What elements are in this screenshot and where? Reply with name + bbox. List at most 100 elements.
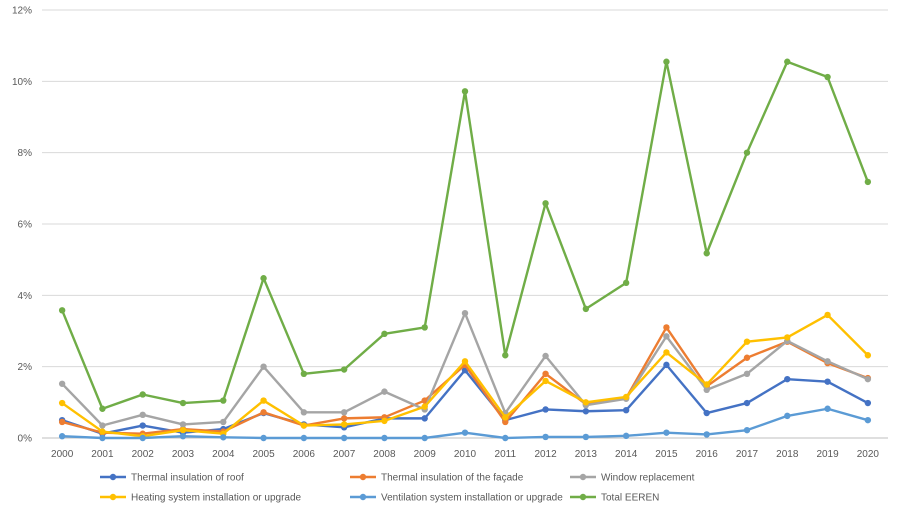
- data-point: [743, 149, 751, 156]
- data-point: [58, 399, 66, 407]
- x-tick-label: 2002: [132, 449, 155, 460]
- data-point: [864, 352, 872, 359]
- legend: Thermal insulation of roof Thermal insula…: [100, 473, 695, 504]
- y-tick-label: 4%: [18, 291, 33, 302]
- data-point: [542, 352, 549, 360]
- data-point: [703, 250, 710, 257]
- legend-item: Ventilation system installation or upgra…: [350, 493, 563, 504]
- data-point: [622, 406, 630, 414]
- data-point: [300, 370, 308, 377]
- data-point: [703, 409, 710, 417]
- x-tick-label: 2000: [51, 449, 74, 460]
- data-point: [421, 324, 428, 331]
- data-point: [260, 363, 267, 370]
- data-point: [622, 279, 630, 287]
- x-tick-label: 2003: [172, 449, 195, 460]
- data-point: [703, 381, 710, 388]
- y-tick-label: 10%: [12, 77, 32, 88]
- data-point: [421, 434, 428, 442]
- data-point: [260, 397, 267, 404]
- data-point: [421, 415, 428, 422]
- x-tick-label: 2004: [212, 449, 235, 460]
- legend-swatch-marker: [579, 473, 587, 481]
- x-tick-label: 2014: [615, 449, 638, 460]
- data-point: [784, 412, 791, 420]
- data-point: [260, 434, 267, 442]
- y-tick-label: 2%: [18, 362, 33, 373]
- legend-label: Ventilation system installation or upgra…: [381, 493, 563, 504]
- x-tick-label: 2007: [333, 449, 356, 460]
- data-point: [502, 434, 509, 442]
- y-tick-label: 12%: [12, 6, 32, 17]
- data-point: [179, 426, 187, 434]
- data-point: [139, 434, 146, 442]
- data-point: [58, 380, 66, 387]
- data-point: [582, 408, 590, 415]
- data-point: [824, 311, 831, 319]
- data-point: [502, 418, 509, 426]
- data-point: [743, 426, 751, 434]
- data-point: [461, 88, 469, 95]
- data-point: [743, 338, 751, 345]
- legend-item: Thermal insulation of the façade: [350, 473, 524, 484]
- data-point: [502, 352, 509, 359]
- series-4: [58, 405, 872, 442]
- data-point: [300, 409, 308, 416]
- legend-swatch-marker: [109, 493, 117, 501]
- data-point: [743, 354, 751, 361]
- data-point: [300, 434, 308, 442]
- data-point: [743, 370, 751, 377]
- data-point: [542, 377, 549, 385]
- legend-label: Total EEREN: [601, 493, 659, 504]
- data-point: [99, 405, 106, 412]
- data-point: [220, 434, 227, 441]
- data-point: [461, 358, 469, 365]
- y-axis: 0% 2% 4% 6% 8% 10% 12%: [12, 6, 32, 445]
- data-point: [824, 378, 831, 385]
- x-tick-label: 2020: [857, 449, 880, 460]
- data-point: [784, 334, 791, 341]
- series-group: [58, 58, 872, 442]
- x-tick-label: 2011: [495, 449, 517, 460]
- x-tick-label: 2016: [696, 449, 719, 460]
- x-tick-label: 2009: [414, 449, 437, 460]
- data-point: [300, 422, 308, 429]
- data-point: [864, 375, 872, 383]
- data-point: [139, 391, 146, 398]
- data-point: [220, 397, 227, 404]
- x-tick-label: 2008: [373, 449, 396, 460]
- data-point: [663, 333, 670, 340]
- data-point: [220, 418, 227, 426]
- y-tick-label: 6%: [18, 220, 33, 231]
- data-point: [340, 415, 348, 422]
- data-point: [381, 330, 388, 338]
- grid-lines: [42, 9, 888, 439]
- data-point: [461, 429, 469, 436]
- legend-swatch-marker: [109, 473, 117, 481]
- data-point: [260, 409, 267, 416]
- data-point: [340, 366, 348, 373]
- data-point: [179, 433, 187, 440]
- data-point: [58, 433, 66, 440]
- data-point: [824, 405, 831, 412]
- x-axis: 2000 2001 2002 2003 2004 2005 2006 2007 2008 2009…: [51, 449, 879, 460]
- series-2: [58, 309, 872, 429]
- legend-item: Thermal insulation of roof: [100, 473, 244, 484]
- series-5: [58, 58, 872, 412]
- data-point: [340, 409, 348, 416]
- legend-label: Thermal insulation of roof: [131, 473, 244, 484]
- data-point: [663, 361, 670, 369]
- legend-item: Total EEREN: [570, 493, 659, 504]
- data-point: [864, 416, 872, 424]
- data-point: [784, 375, 791, 383]
- data-point: [703, 386, 710, 394]
- legend-swatch-marker: [579, 493, 587, 501]
- data-point: [381, 417, 388, 425]
- data-point: [582, 433, 590, 441]
- data-point: [622, 393, 630, 401]
- data-point: [260, 275, 267, 282]
- data-point: [582, 399, 590, 406]
- data-point: [421, 397, 428, 404]
- data-point: [340, 434, 348, 442]
